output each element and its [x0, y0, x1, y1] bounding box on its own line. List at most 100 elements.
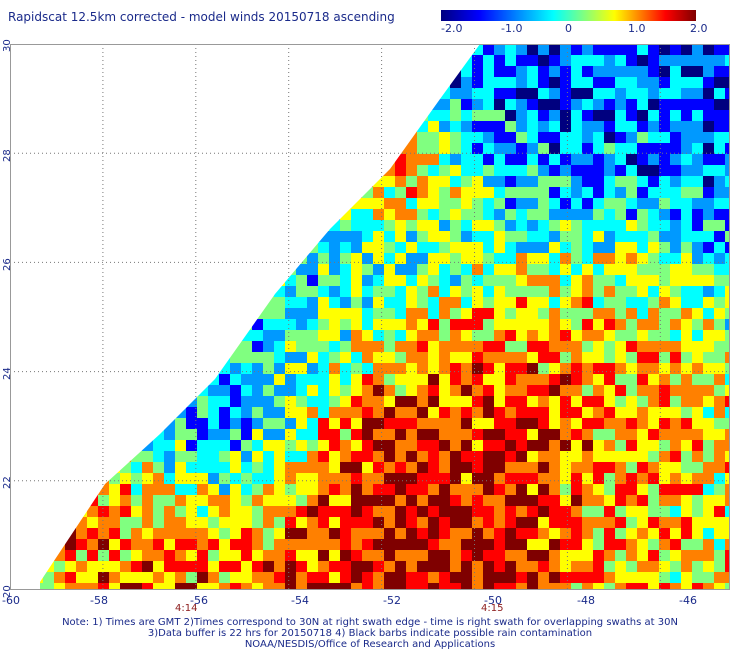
swath-cell — [648, 539, 659, 550]
swath-cell — [538, 418, 549, 429]
swath-cell — [208, 495, 219, 506]
swath-cell — [681, 374, 692, 385]
swath-cell — [461, 198, 472, 209]
swath-cell — [230, 418, 241, 429]
swath-cell — [417, 440, 428, 451]
swath-cell — [560, 55, 571, 66]
swath-cell — [648, 550, 659, 561]
swath-cell — [450, 165, 461, 176]
swath-cell — [263, 506, 274, 517]
swath-cell — [76, 561, 87, 572]
swath-cell — [428, 451, 439, 462]
swath-cell — [648, 231, 659, 242]
swath-cell — [417, 429, 428, 440]
swath-cell — [571, 198, 582, 209]
swath-cell — [472, 154, 483, 165]
swath-cell — [681, 187, 692, 198]
swath-cell — [692, 561, 703, 572]
swath-cell — [307, 319, 318, 330]
swath-cell — [384, 165, 395, 176]
swath-cell — [615, 275, 626, 286]
swath-cell — [461, 176, 472, 187]
swath-cell — [274, 473, 285, 484]
footnote-line-3: NOAA/NESDIS/Office of Research and Appli… — [244, 639, 496, 650]
swath-cell — [450, 484, 461, 495]
swath-cell — [428, 528, 439, 539]
swath-cell — [252, 473, 263, 484]
swath-cell — [494, 143, 505, 154]
swath-cell — [109, 539, 120, 550]
swath-cell — [263, 407, 274, 418]
swath-cell — [450, 407, 461, 418]
swath-cell — [395, 550, 406, 561]
swath-cell — [615, 297, 626, 308]
swath-cell — [714, 495, 725, 506]
lat-label: 24 — [2, 367, 13, 380]
swath-cell — [241, 352, 252, 363]
swath-cell — [340, 484, 351, 495]
swath-cell — [208, 407, 219, 418]
swath-cell — [516, 396, 527, 407]
swath-cell — [582, 561, 593, 572]
swath-cell — [439, 572, 450, 583]
swath-cell — [560, 165, 571, 176]
swath-cell — [417, 220, 428, 231]
swath-cell — [274, 363, 285, 374]
swath-cell — [285, 506, 296, 517]
swath-cell — [538, 550, 549, 561]
swath-cell — [406, 429, 417, 440]
swath-cell — [439, 517, 450, 528]
swath-cell — [461, 517, 472, 528]
swath-cell — [461, 583, 472, 590]
swath-cell — [516, 583, 527, 590]
swath-cell — [571, 462, 582, 473]
swath-cell — [516, 330, 527, 341]
swath-cell — [450, 418, 461, 429]
swath-cell — [681, 484, 692, 495]
swath-cell — [714, 132, 725, 143]
swath-cell — [637, 418, 648, 429]
swath-cell — [450, 429, 461, 440]
swath-cell — [197, 407, 208, 418]
swath-cell — [516, 451, 527, 462]
swath-cell — [219, 506, 230, 517]
swath-cell — [725, 550, 730, 561]
swath-cell — [439, 165, 450, 176]
swath-cell — [593, 165, 604, 176]
swath-cell — [329, 440, 340, 451]
swath-cell — [582, 55, 593, 66]
swath-cell — [351, 363, 362, 374]
swath-cell — [395, 242, 406, 253]
swath-cell — [296, 572, 307, 583]
swath-cell — [714, 396, 725, 407]
swath-cell — [626, 561, 637, 572]
swath-cell — [461, 330, 472, 341]
swath-cell — [527, 418, 538, 429]
swath-cell — [395, 264, 406, 275]
swath-cell — [538, 154, 549, 165]
swath-cell — [384, 275, 395, 286]
swath-cell — [274, 330, 285, 341]
swath-cell — [582, 572, 593, 583]
swath-cell — [659, 242, 670, 253]
swath-cell — [538, 374, 549, 385]
swath-cell — [593, 308, 604, 319]
swath-cell — [659, 121, 670, 132]
swath-cell — [571, 440, 582, 451]
swath-cell — [307, 330, 318, 341]
swath-cell — [659, 165, 670, 176]
swath-cell — [109, 583, 120, 590]
swath-cell — [593, 99, 604, 110]
swath-cell — [703, 462, 714, 473]
swath-cell — [505, 473, 516, 484]
swath-cell — [373, 484, 384, 495]
swath-cell — [505, 297, 516, 308]
swath-cell — [505, 77, 516, 88]
swath-cell — [175, 572, 186, 583]
swath-cell — [648, 374, 659, 385]
swath-cell — [615, 319, 626, 330]
swath-cell — [626, 99, 637, 110]
swath-cell — [505, 572, 516, 583]
swath-cell — [670, 352, 681, 363]
swath-cell — [483, 495, 494, 506]
